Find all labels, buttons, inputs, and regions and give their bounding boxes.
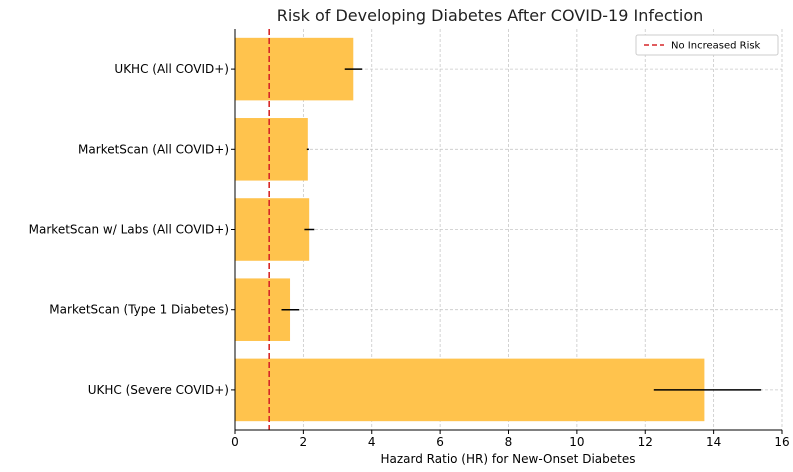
bar [235, 118, 308, 181]
bars [235, 37, 705, 422]
x-tick-label: 6 [436, 435, 444, 449]
x-tick-label: 0 [231, 435, 239, 449]
error-bars [281, 68, 762, 391]
y-tick-label: UKHC (All COVID+) [114, 62, 229, 76]
x-ticks: 0 2 4 6 8 10 12 14 16 [231, 430, 790, 449]
bar [235, 278, 291, 341]
y-tick-label: UKHC (Severe COVID+) [88, 383, 229, 397]
chart-title: Risk of Developing Diabetes After COVID-… [277, 6, 704, 25]
x-tick-label: 2 [300, 435, 308, 449]
y-tick-labels: UKHC (All COVID+) MarketScan (All COVID+)… [29, 62, 229, 397]
x-axis-label: Hazard Ratio (HR) for New-Onset Diabetes [381, 452, 636, 466]
x-tick-label: 8 [505, 435, 513, 449]
x-tick-label: 14 [706, 435, 721, 449]
x-tick-label: 10 [569, 435, 584, 449]
legend-label: No Increased Risk [671, 41, 761, 52]
legend-box [635, 34, 779, 56]
y-tick-label: MarketScan w/ Labs (All COVID+) [29, 223, 229, 237]
bar [235, 37, 354, 101]
x-tick-label: 16 [774, 435, 789, 449]
bar [235, 198, 310, 261]
x-tick-label: 4 [368, 435, 376, 449]
legend: No Increased Risk [635, 34, 779, 56]
bar [235, 358, 705, 422]
y-tick-label: MarketScan (All COVID+) [78, 142, 229, 156]
y-tick-label: MarketScan (Type 1 Diabetes) [49, 303, 229, 317]
x-tick-label: 12 [638, 435, 653, 449]
